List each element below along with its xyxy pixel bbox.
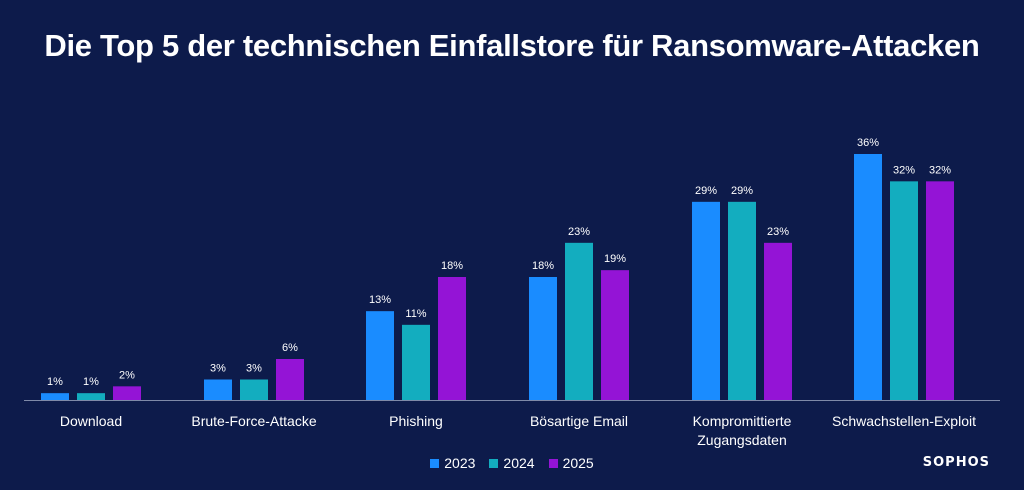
bar-2024-3 [565, 242, 593, 400]
bar-2023-4 [692, 201, 720, 400]
legend-label-2023: 2023 [444, 455, 476, 471]
bar-2025-2 [438, 277, 466, 400]
chart-legend: 2023 2024 2025 [0, 455, 1024, 471]
legend-item-2024: 2024 [489, 455, 535, 471]
bar-2023-3 [529, 277, 557, 400]
bar-2024-4 [728, 201, 756, 400]
sophos-logo: SOPHOS [922, 455, 990, 470]
data-label-2023-4: 29% [695, 185, 717, 197]
data-label-2024-5: 32% [893, 164, 915, 176]
category-label-5-0: Schwachstellen-Exploit [832, 413, 976, 429]
bar-2025-0 [113, 386, 141, 400]
data-label-2023-5: 36% [857, 137, 879, 149]
data-label-2025-5: 32% [929, 164, 951, 176]
data-label-2024-1: 3% [246, 363, 262, 375]
data-label-2024-2: 11% [405, 308, 426, 320]
bar-2023-0 [41, 393, 69, 400]
category-label-0-0: Download [60, 413, 122, 429]
category-label-1-0: Brute-Force-Attacke [191, 413, 316, 429]
legend-swatch-2023 [430, 458, 440, 468]
chart-title: Die Top 5 der technischen Einfallstore f… [44, 28, 980, 63]
legend-swatch-2024 [489, 458, 499, 468]
data-label-2023-3: 18% [532, 260, 554, 272]
data-label-2025-4: 23% [767, 226, 789, 238]
legend-item-2025: 2025 [548, 455, 594, 471]
data-label-2025-1: 6% [282, 342, 298, 354]
bar-2023-5 [854, 154, 882, 400]
data-label-2023-2: 13% [369, 294, 391, 306]
data-label-2024-3: 23% [568, 226, 590, 238]
bar-2023-2 [366, 311, 394, 400]
category-label-2-0: Phishing [389, 413, 443, 429]
data-label-2025-0: 2% [119, 369, 135, 381]
bar-2024-2 [402, 324, 430, 400]
bar-2024-5 [890, 181, 918, 400]
bar-2025-3 [601, 270, 629, 400]
bar-2024-1 [240, 379, 268, 400]
legend-item-2023: 2023 [430, 455, 475, 471]
data-label-2024-4: 29% [731, 185, 753, 197]
data-label-2023-0: 1% [47, 376, 63, 388]
category-label-4-1: Zugangsdaten [697, 432, 787, 448]
legend-label-2024: 2024 [503, 455, 535, 471]
data-label-2025-3: 19% [604, 253, 626, 265]
bar-2025-5 [926, 181, 954, 400]
category-label-3-0: Bösartige Email [530, 413, 628, 429]
bar-2025-1 [276, 359, 304, 400]
bar-2024-0 [77, 393, 105, 400]
legend-label-2025: 2025 [562, 455, 594, 471]
bar-2023-1 [204, 379, 232, 400]
data-label-2024-0: 1% [83, 376, 99, 388]
data-label-2023-1: 3% [210, 363, 226, 375]
data-label-2025-2: 18% [441, 260, 463, 272]
bar-2025-4 [764, 242, 792, 400]
legend-swatch-2025 [548, 458, 558, 468]
category-label-4-0: Kompromittierte [693, 413, 792, 429]
